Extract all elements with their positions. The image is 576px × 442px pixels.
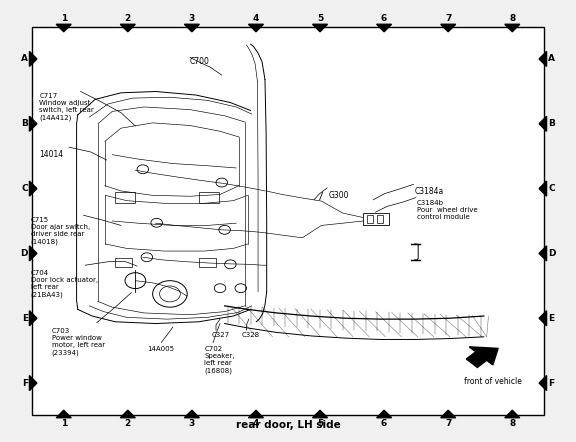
Text: C715
Door ajar switch,
driver side rear
(14018): C715 Door ajar switch, driver side rear … [31, 217, 90, 245]
Text: A: A [548, 54, 555, 64]
Text: C702
Speaker,
left rear
(16808): C702 Speaker, left rear (16808) [204, 346, 235, 374]
Polygon shape [56, 410, 71, 418]
Bar [199, 192, 219, 203]
Text: 4: 4 [253, 419, 259, 428]
Bar [363, 213, 389, 225]
Polygon shape [29, 246, 37, 261]
Text: 6: 6 [381, 14, 387, 23]
Text: C700: C700 [190, 57, 210, 66]
Text: 1: 1 [60, 419, 67, 428]
Polygon shape [505, 24, 520, 32]
Text: 7: 7 [445, 419, 452, 428]
Text: 5: 5 [317, 419, 323, 428]
Text: C327: C327 [212, 332, 230, 339]
Polygon shape [29, 311, 37, 326]
Polygon shape [539, 311, 547, 326]
Text: D: D [548, 249, 556, 258]
Polygon shape [184, 24, 199, 32]
Polygon shape [539, 376, 547, 391]
Text: C: C [21, 184, 28, 193]
Text: 3: 3 [189, 14, 195, 23]
Bar [32, 27, 544, 415]
Text: C703
Power window
motor, left rear
(23394): C703 Power window motor, left rear (2339… [52, 328, 105, 356]
Bar [199, 258, 216, 267]
Text: C: C [548, 184, 555, 193]
Text: F: F [22, 378, 28, 388]
Polygon shape [29, 181, 37, 196]
Polygon shape [539, 181, 547, 196]
Text: E: E [548, 314, 554, 323]
Text: 14014: 14014 [39, 150, 63, 159]
Text: B: B [548, 119, 555, 128]
Text: 2: 2 [124, 419, 131, 428]
Text: A: A [21, 54, 28, 64]
Text: 3: 3 [189, 419, 195, 428]
Polygon shape [313, 410, 328, 418]
Bar [115, 258, 132, 267]
Polygon shape [441, 24, 456, 32]
Text: B: B [21, 119, 28, 128]
Text: 7: 7 [445, 14, 452, 23]
Text: 1: 1 [60, 14, 67, 23]
Polygon shape [441, 410, 456, 418]
Text: E: E [22, 314, 28, 323]
Text: C3184a: C3184a [415, 187, 444, 195]
Polygon shape [467, 347, 498, 367]
Text: rear door, LH side: rear door, LH side [236, 420, 340, 430]
Polygon shape [539, 51, 547, 66]
Polygon shape [377, 410, 392, 418]
Text: 5: 5 [317, 14, 323, 23]
Text: G300: G300 [328, 191, 349, 200]
Polygon shape [120, 410, 135, 418]
Bar [115, 192, 135, 203]
Text: F: F [548, 378, 554, 388]
Bar [367, 215, 373, 223]
Polygon shape [377, 24, 392, 32]
Text: 14A005: 14A005 [147, 346, 174, 352]
Polygon shape [29, 51, 37, 66]
Text: C328: C328 [242, 332, 260, 339]
Text: 8: 8 [509, 419, 516, 428]
Text: 2: 2 [124, 14, 131, 23]
Polygon shape [29, 116, 37, 131]
Polygon shape [313, 24, 328, 32]
Polygon shape [184, 410, 199, 418]
Polygon shape [505, 410, 520, 418]
Polygon shape [539, 246, 547, 261]
Bar [377, 215, 383, 223]
Text: C3184b
Pour  wheel drive
control module: C3184b Pour wheel drive control module [417, 200, 478, 220]
Polygon shape [248, 24, 263, 32]
Text: front of vehicle: front of vehicle [464, 377, 521, 385]
Polygon shape [29, 376, 37, 391]
Polygon shape [56, 24, 71, 32]
Text: C704
Door lock actuator,
left rear
(21BA43): C704 Door lock actuator, left rear (21BA… [31, 270, 98, 298]
Polygon shape [248, 410, 263, 418]
Text: C717
Window adjust
switch, left rear
(14A412): C717 Window adjust switch, left rear (14… [39, 93, 94, 121]
Polygon shape [120, 24, 135, 32]
Text: 6: 6 [381, 419, 387, 428]
Polygon shape [539, 116, 547, 131]
Text: 8: 8 [509, 14, 516, 23]
Text: D: D [20, 249, 28, 258]
Text: 4: 4 [253, 14, 259, 23]
